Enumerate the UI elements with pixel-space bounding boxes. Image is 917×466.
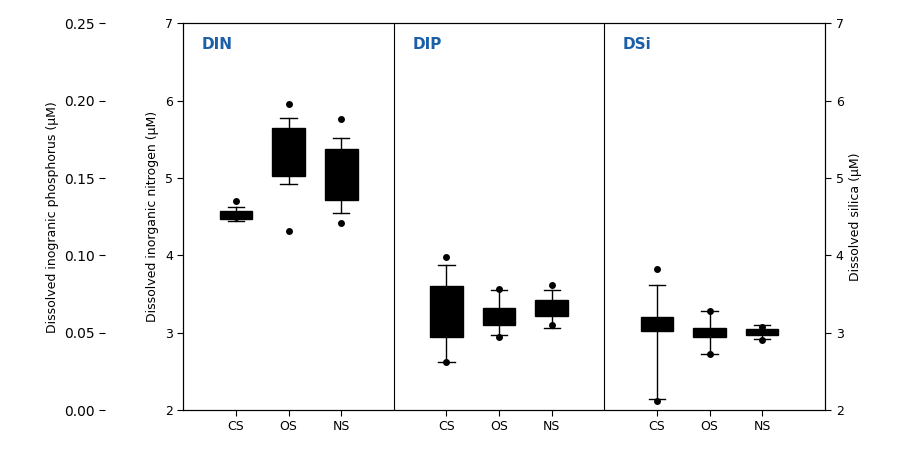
PathPatch shape [536, 300, 568, 315]
PathPatch shape [430, 286, 463, 336]
PathPatch shape [220, 211, 252, 219]
Y-axis label: Dissolved silica (μM): Dissolved silica (μM) [849, 152, 862, 281]
PathPatch shape [325, 149, 358, 199]
PathPatch shape [482, 308, 515, 325]
PathPatch shape [641, 317, 673, 331]
Y-axis label: Dissolved inogranic phosphorus (μM): Dissolved inogranic phosphorus (μM) [46, 101, 59, 333]
Text: DIN: DIN [202, 37, 233, 52]
Y-axis label: Dissolved inorganic nitrogen (μM): Dissolved inorganic nitrogen (μM) [147, 111, 160, 322]
PathPatch shape [746, 329, 779, 335]
PathPatch shape [693, 328, 726, 336]
PathPatch shape [272, 128, 305, 177]
Text: DSi: DSi [623, 37, 651, 52]
Text: DIP: DIP [413, 37, 442, 52]
